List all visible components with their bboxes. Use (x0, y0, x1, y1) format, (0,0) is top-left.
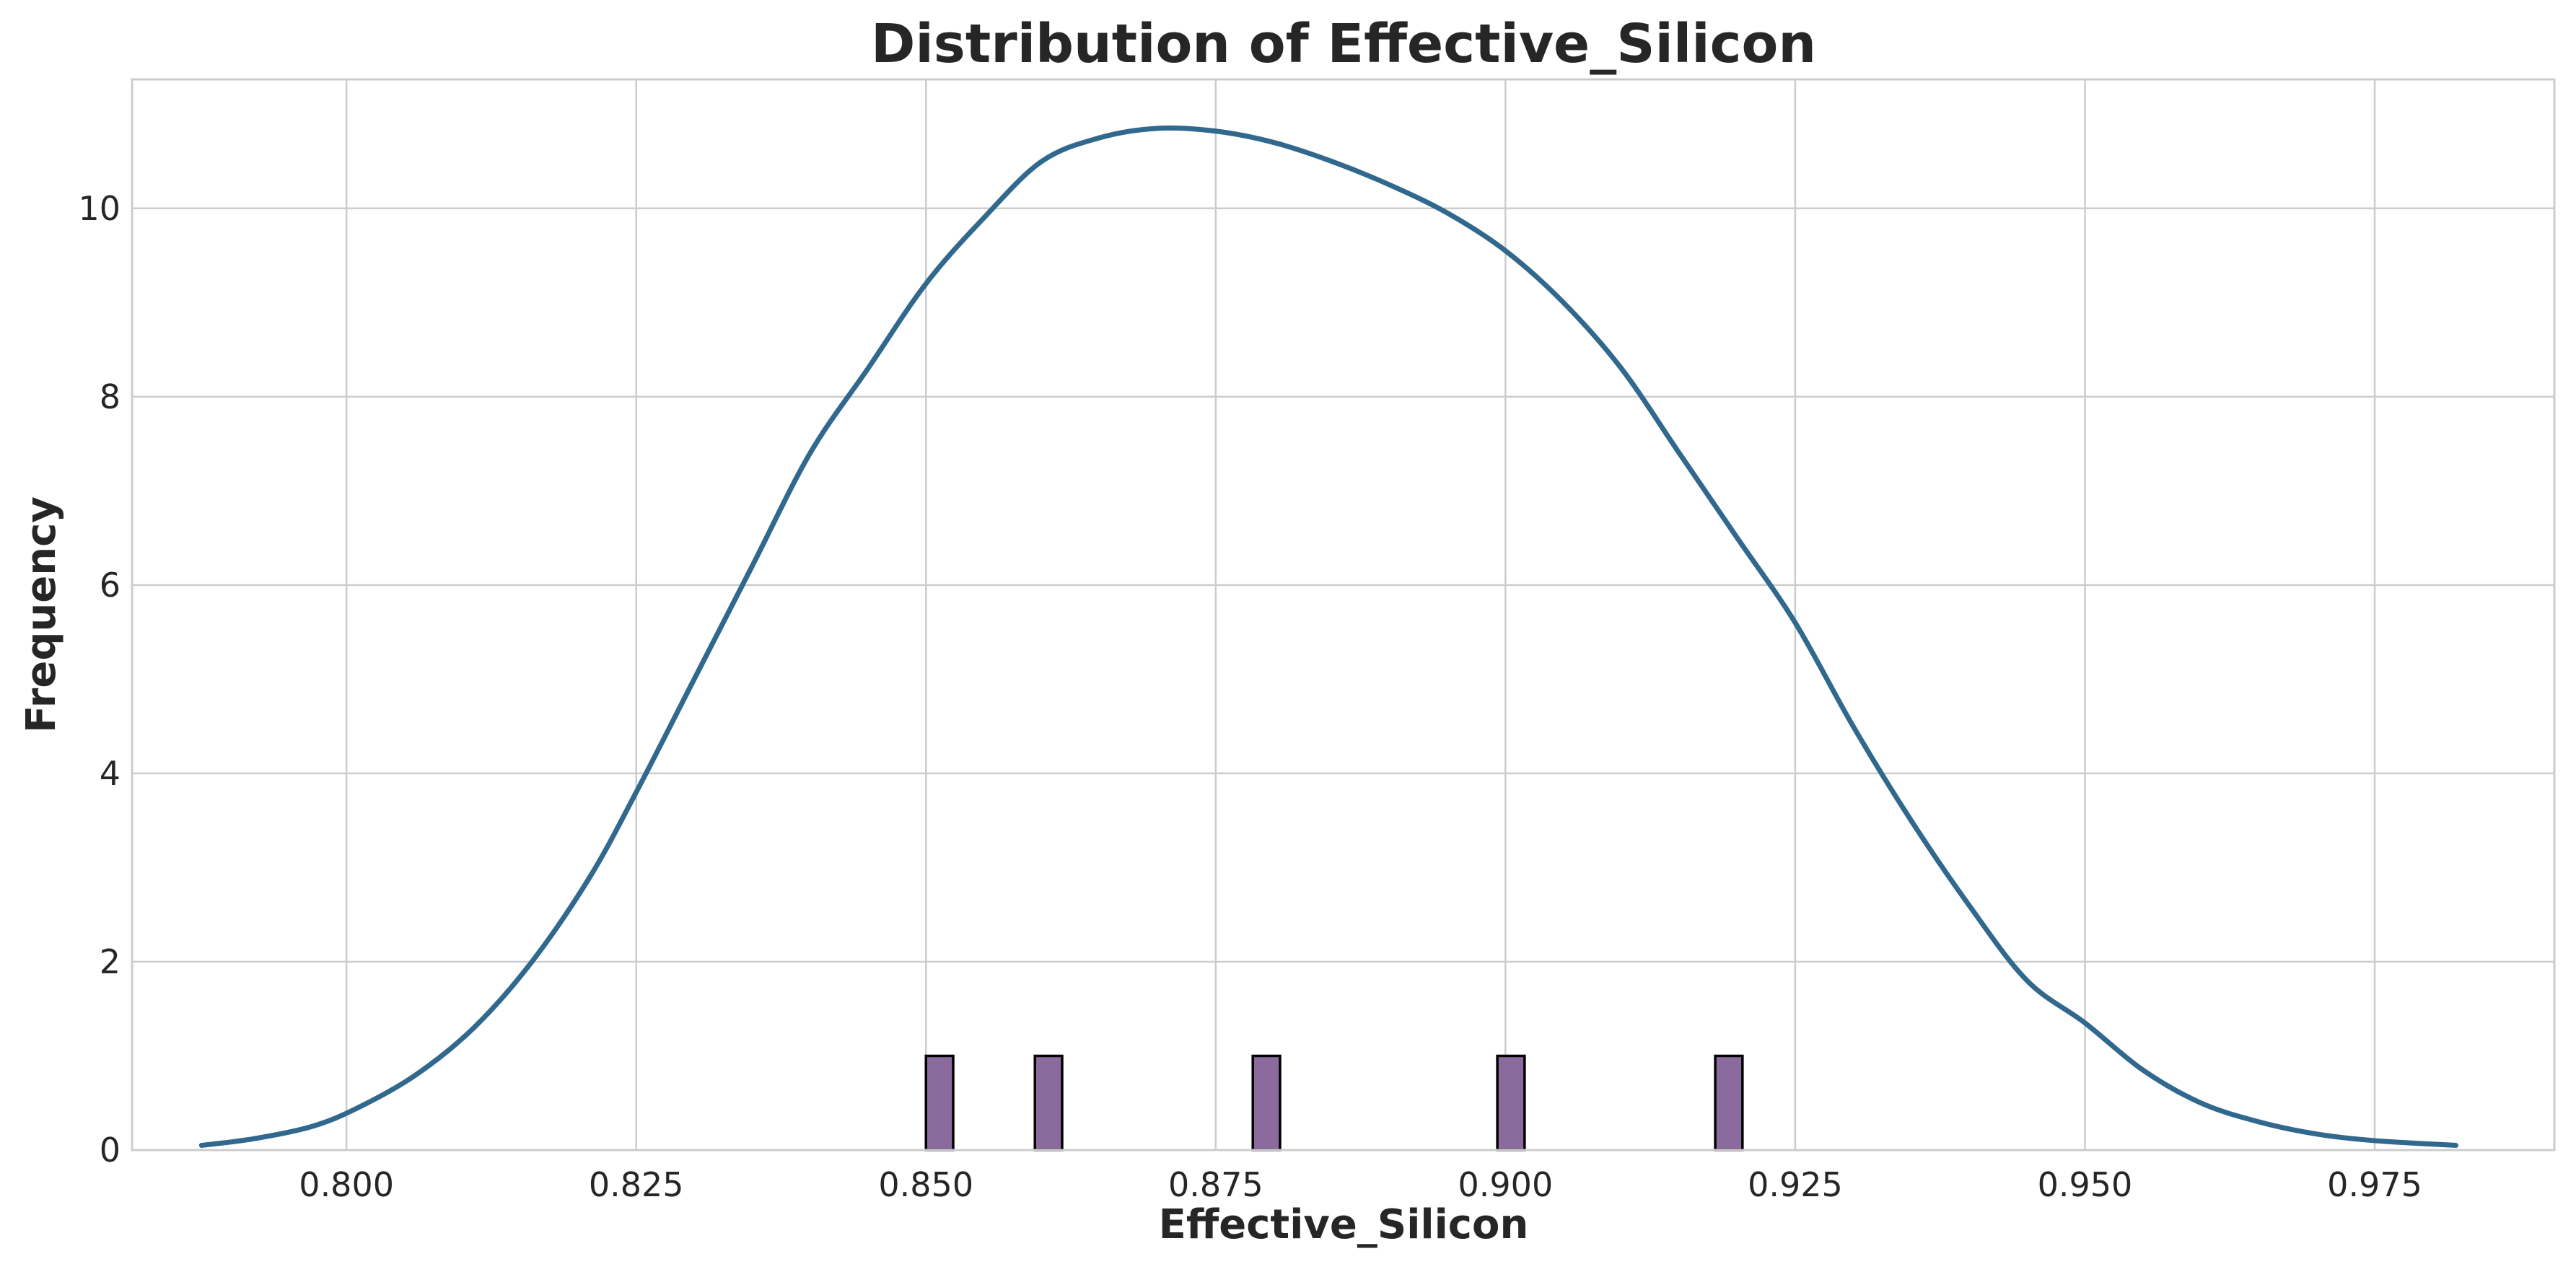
x-tick-label: 0.875 (1168, 1165, 1263, 1204)
x-tick-label: 0.850 (878, 1165, 973, 1204)
grid-layer (132, 79, 2554, 1152)
histogram-bar-1 (1033, 1054, 1064, 1152)
y-tick-label: 0 (100, 1131, 121, 1170)
x-tick-label: 0.975 (2327, 1165, 2422, 1204)
y-tick-label: 6 (100, 566, 121, 605)
y-tick-labels: 0 2 4 6 8 10 (78, 189, 121, 1170)
x-axis-label: Effective_Silicon (1159, 1201, 1529, 1248)
histogram-bar-0 (924, 1054, 955, 1152)
y-tick-label: 10 (78, 189, 121, 228)
histogram-bar-3 (1496, 1054, 1526, 1152)
kde-density-line (198, 125, 2458, 1148)
histogram-bars (924, 1054, 1744, 1152)
x-tick-label: 0.825 (589, 1165, 684, 1204)
x-tick-label: 0.800 (299, 1165, 394, 1204)
y-tick-label: 2 (100, 942, 121, 981)
x-tick-label: 0.900 (1458, 1165, 1554, 1204)
y-axis-label: Frequency (18, 496, 65, 733)
chart-title: Distribution of Effective_Silicon (871, 13, 1816, 75)
x-tick-label: 0.925 (1748, 1165, 1843, 1204)
y-tick-label: 8 (100, 377, 121, 416)
plot-frame (131, 78, 2556, 1152)
x-tick-labels: 0.800 0.825 0.850 0.875 0.900 0.925 0.950 0.975 (299, 1165, 2422, 1204)
x-tick-label: 0.950 (2038, 1165, 2133, 1204)
kde-line-layer (198, 125, 2458, 1148)
histogram-bar-4 (1714, 1054, 1744, 1152)
y-tick-label: 4 (100, 754, 121, 793)
histogram-bar-2 (1251, 1054, 1282, 1152)
